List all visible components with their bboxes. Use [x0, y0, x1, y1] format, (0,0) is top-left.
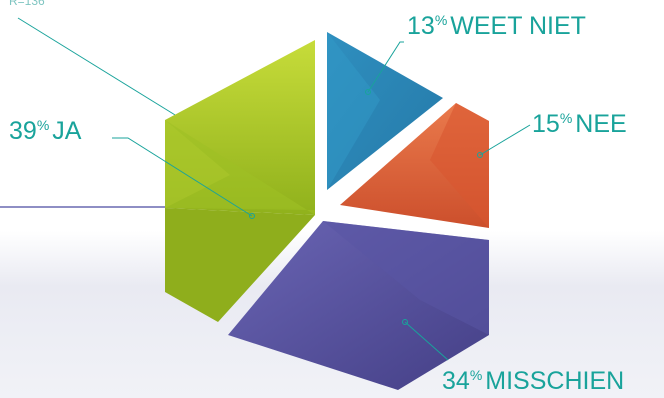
data-label-misschien: 34% MISSCHIEN: [442, 367, 625, 395]
data-label-text: MISSCHIEN: [485, 367, 625, 395]
data-label-unit: %: [434, 12, 448, 28]
data-label-ja: 39% JA: [9, 117, 82, 145]
leader-ja: [112, 137, 255, 219]
slice-weet-niet: [327, 32, 443, 190]
slice-misschien: [228, 221, 489, 390]
slice-nee: [340, 103, 489, 228]
leader-misschien: [402, 319, 449, 361]
data-label-unit: %: [36, 117, 50, 133]
data-label-nee: 15% NEE: [532, 110, 627, 138]
data-label-unit: %: [469, 367, 483, 383]
data-label-value: 34: [442, 367, 470, 395]
data-label-text: WEET NIET: [450, 12, 586, 40]
sample-size-label: R=136: [9, 0, 45, 8]
data-label-text: NEE: [575, 110, 627, 138]
data-label-unit: %: [559, 110, 573, 126]
data-label-weet-niet: 13% WEET NIET: [407, 12, 586, 40]
data-label-value: 13: [407, 12, 435, 40]
slice-ja: [165, 40, 315, 322]
data-label-value: 39: [9, 117, 37, 145]
sample-leader-line: [17, 17, 181, 119]
data-label-text: JA: [52, 117, 82, 145]
data-label-value: 15: [532, 110, 560, 138]
leader-nee: [477, 124, 531, 158]
leader-weet-niet: [365, 41, 404, 95]
